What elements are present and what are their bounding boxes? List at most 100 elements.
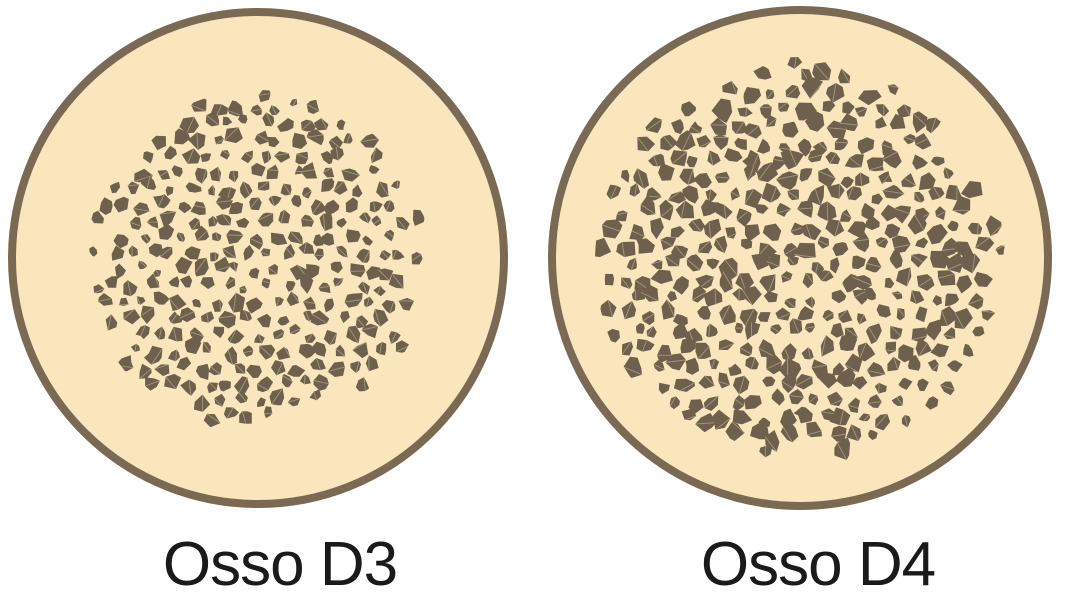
trabecular-d3-pore — [321, 178, 335, 192]
trabecular-d4-pore — [801, 347, 814, 360]
trabecular-d3-pore-facet — [206, 114, 220, 126]
trabecular-d4-pore-facet — [727, 233, 737, 238]
trabecular-d3-pore — [169, 294, 187, 311]
trabecular-d3-pore — [333, 181, 348, 195]
trabecular-d3-pore — [268, 263, 279, 275]
trabecular-d3-pore — [179, 275, 193, 288]
trabecular-d3-pore-facet — [107, 314, 112, 331]
trabecular-d3-pore-facet — [362, 250, 370, 264]
trabecular-d4-pore — [932, 295, 942, 306]
trabecular-d3-pore-facet — [158, 326, 163, 340]
trabecular-d4-pore-facet — [709, 150, 714, 166]
bone-section-d4 — [548, 6, 1052, 510]
trabecular-d4-pore-facet — [882, 151, 898, 161]
trabecular-d3-pore-facet — [373, 218, 381, 225]
trabecular-d3-pore — [256, 313, 272, 328]
trabecular-d4-pore-facet — [914, 138, 929, 146]
trabecular-d3-pore — [340, 311, 350, 324]
trabecular-d4-pore — [705, 189, 717, 203]
trabecular-d4-pore — [658, 162, 675, 181]
trabecular-d4-pore-facet — [607, 299, 613, 318]
trabecular-d3-pore — [113, 234, 129, 249]
trabecular-d4-pore-facet — [663, 136, 674, 148]
trabecular-d3-pore — [200, 277, 215, 290]
trabecular-d4-pore-facet — [939, 384, 955, 391]
trabecular-d4-pore — [820, 335, 835, 357]
trabecular-d4-pore — [719, 304, 736, 325]
trabecular-d3-pore-facet — [219, 299, 222, 312]
trabecular-d4-pore — [802, 272, 814, 289]
trabecular-d4-pore-facet — [766, 90, 774, 100]
trabecular-d3-pore — [356, 248, 370, 263]
trabecular-d3-pore-facet — [389, 301, 395, 314]
trabecular-d3-pore-facet — [305, 310, 310, 322]
trabecular-d3-pore — [289, 323, 301, 335]
trabecular-d3-pore-facet — [250, 108, 262, 112]
trabecular-d4-pore — [842, 101, 855, 115]
trabecular-d3-pore-facet — [292, 98, 297, 107]
trabecular-d3-pore-facet — [179, 311, 195, 319]
trabecular-d4-pore — [981, 310, 996, 321]
trabecular-d4-pore-facet — [718, 342, 735, 351]
trabecular-d4-pore — [595, 237, 612, 258]
trabecular-d4-pore-facet — [708, 221, 712, 239]
trabecular-d3-pore — [154, 326, 166, 340]
trabecular-d4-pore — [657, 344, 672, 364]
trabecular-d4-pore — [846, 186, 863, 201]
trabecular-d4-pore — [898, 344, 914, 363]
trabecular-d3-pore — [159, 210, 177, 228]
trabecular-d4-pore — [817, 236, 829, 249]
trabecular-d3-pore — [214, 135, 224, 145]
trabecular-d4-pore — [846, 424, 862, 442]
trabecular-d4-pore-facet — [811, 296, 813, 309]
trabecular-d4-pore — [736, 208, 752, 227]
trabecular-d4-pore — [935, 206, 946, 220]
trabecular-d3-pore-facet — [216, 265, 231, 271]
trabecular-d3-pore — [174, 128, 191, 145]
trabecular-d3-pore-facet — [363, 212, 370, 224]
trabecular-d4-pore — [884, 223, 901, 239]
trabecular-d4-pore-facet — [636, 136, 649, 152]
trabecular-d4-pore-facet — [665, 359, 687, 363]
trabecular-d3-pore — [314, 248, 324, 261]
trabecular-d4-pore-facet — [885, 349, 896, 352]
trabecular-d3-pore-facet — [159, 246, 173, 258]
trabecular-d4-pore — [947, 360, 963, 373]
trabecular-d4-pore-facet — [904, 414, 909, 428]
trabecular-d3-pore-facet — [154, 364, 169, 370]
trabecular-d4-pore-facet — [918, 277, 933, 287]
trabecular-d3-pore-facet — [196, 132, 199, 151]
trabecular-d4-pore — [640, 194, 656, 216]
trabecular-d4-pore-facet — [967, 298, 984, 305]
trabecular-d3-pore — [369, 165, 380, 174]
trabecular-d4-pore-facet — [691, 220, 702, 232]
trabecular-d4-pore — [633, 168, 650, 189]
trabecular-d3-pore — [330, 261, 343, 274]
trabecular-d3-pore — [272, 329, 285, 340]
trabecular-d4-pore-facet — [700, 276, 715, 288]
trabecular-d4-pore-facet — [859, 172, 863, 187]
trabecular-d4-pore-facet — [906, 267, 911, 287]
trabecular-d4-pore-facet — [794, 254, 816, 258]
trabecular-d3-pore-facet — [244, 152, 253, 159]
trabecular-d3-pore — [412, 209, 425, 226]
trabecular-d4-pore-facet — [660, 239, 673, 247]
trabecular-d3-pore — [286, 291, 300, 306]
trabecular-d4-pore — [763, 291, 778, 303]
trabecular-d4-pore-facet — [646, 325, 654, 337]
trabecular-d4-pore — [807, 148, 823, 163]
trabecular-d3-pore — [89, 246, 98, 257]
trabecular-d4-pore — [771, 388, 785, 406]
trabecular-d3-pore-facet — [385, 231, 394, 238]
trabecular-d4-pore-facet — [778, 147, 791, 150]
trabecular-d3-pore — [261, 277, 271, 289]
trabecular-d3-pore — [287, 365, 306, 377]
trabecular-d3-pore-facet — [305, 333, 313, 343]
trabecular-d3-pore-facet — [187, 148, 195, 164]
trabecular-d4-pore — [960, 181, 983, 199]
trabecular-d4-pore — [832, 362, 845, 376]
trabecular-d3-pore-facet — [334, 277, 344, 287]
trabecular-d4-pore — [799, 168, 813, 182]
trabecular-d3-pore-facet — [138, 260, 147, 268]
trabecular-d4-pore-facet — [903, 104, 911, 117]
